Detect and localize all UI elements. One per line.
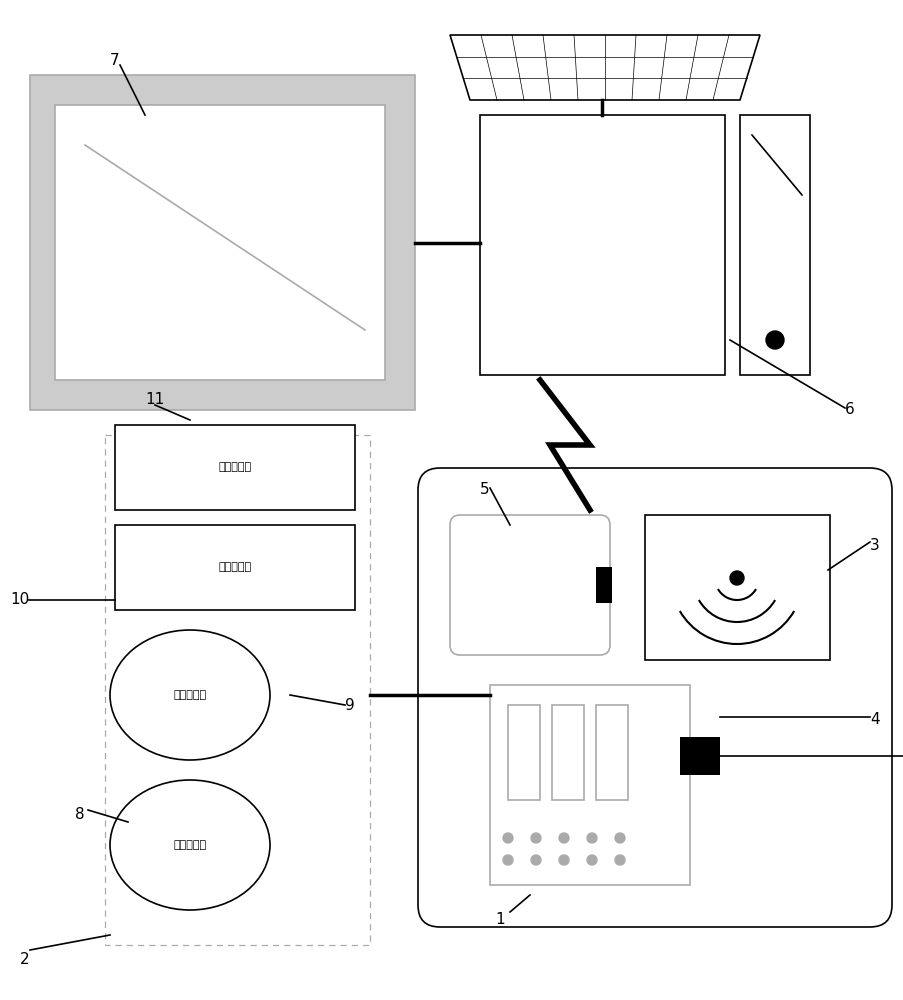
Text: 电压传感器: 电压传感器 — [219, 562, 251, 572]
Bar — [507, 705, 539, 800]
Bar — [740, 115, 809, 375]
Bar — [30, 75, 414, 410]
FancyBboxPatch shape — [450, 515, 610, 655]
Text: 5: 5 — [479, 483, 489, 497]
FancyBboxPatch shape — [417, 468, 891, 927]
Circle shape — [502, 833, 512, 843]
Bar — [595, 705, 628, 800]
Bar — [644, 515, 829, 660]
Circle shape — [586, 833, 596, 843]
Ellipse shape — [110, 630, 270, 760]
Text: 7: 7 — [110, 53, 120, 68]
Bar — [105, 435, 369, 945]
Polygon shape — [450, 35, 759, 100]
Text: 8: 8 — [75, 807, 85, 822]
Circle shape — [530, 855, 540, 865]
Text: 2: 2 — [20, 952, 30, 967]
Circle shape — [530, 833, 540, 843]
Text: 10: 10 — [10, 592, 30, 607]
Circle shape — [558, 855, 568, 865]
Bar — [115, 425, 355, 510]
Circle shape — [614, 833, 624, 843]
Circle shape — [765, 331, 783, 349]
Text: 11: 11 — [145, 392, 164, 408]
Bar — [115, 525, 355, 610]
Circle shape — [614, 855, 624, 865]
Bar — [479, 115, 724, 375]
Text: 电流传感器: 电流传感器 — [219, 462, 251, 473]
Text: 3: 3 — [870, 538, 879, 552]
Text: 温度传感器: 温度传感器 — [173, 690, 206, 700]
Circle shape — [730, 571, 743, 585]
Text: 4: 4 — [870, 712, 879, 728]
Bar — [55, 105, 385, 380]
Ellipse shape — [110, 780, 270, 910]
Text: 1: 1 — [495, 912, 504, 927]
Bar — [595, 567, 611, 603]
Bar — [679, 737, 719, 775]
Text: 9: 9 — [345, 698, 355, 712]
Text: 6: 6 — [844, 402, 854, 418]
Circle shape — [502, 855, 512, 865]
Bar — [489, 685, 689, 885]
Bar — [552, 705, 583, 800]
Circle shape — [586, 855, 596, 865]
Circle shape — [558, 833, 568, 843]
Text: 压力传感器: 压力传感器 — [173, 840, 206, 850]
